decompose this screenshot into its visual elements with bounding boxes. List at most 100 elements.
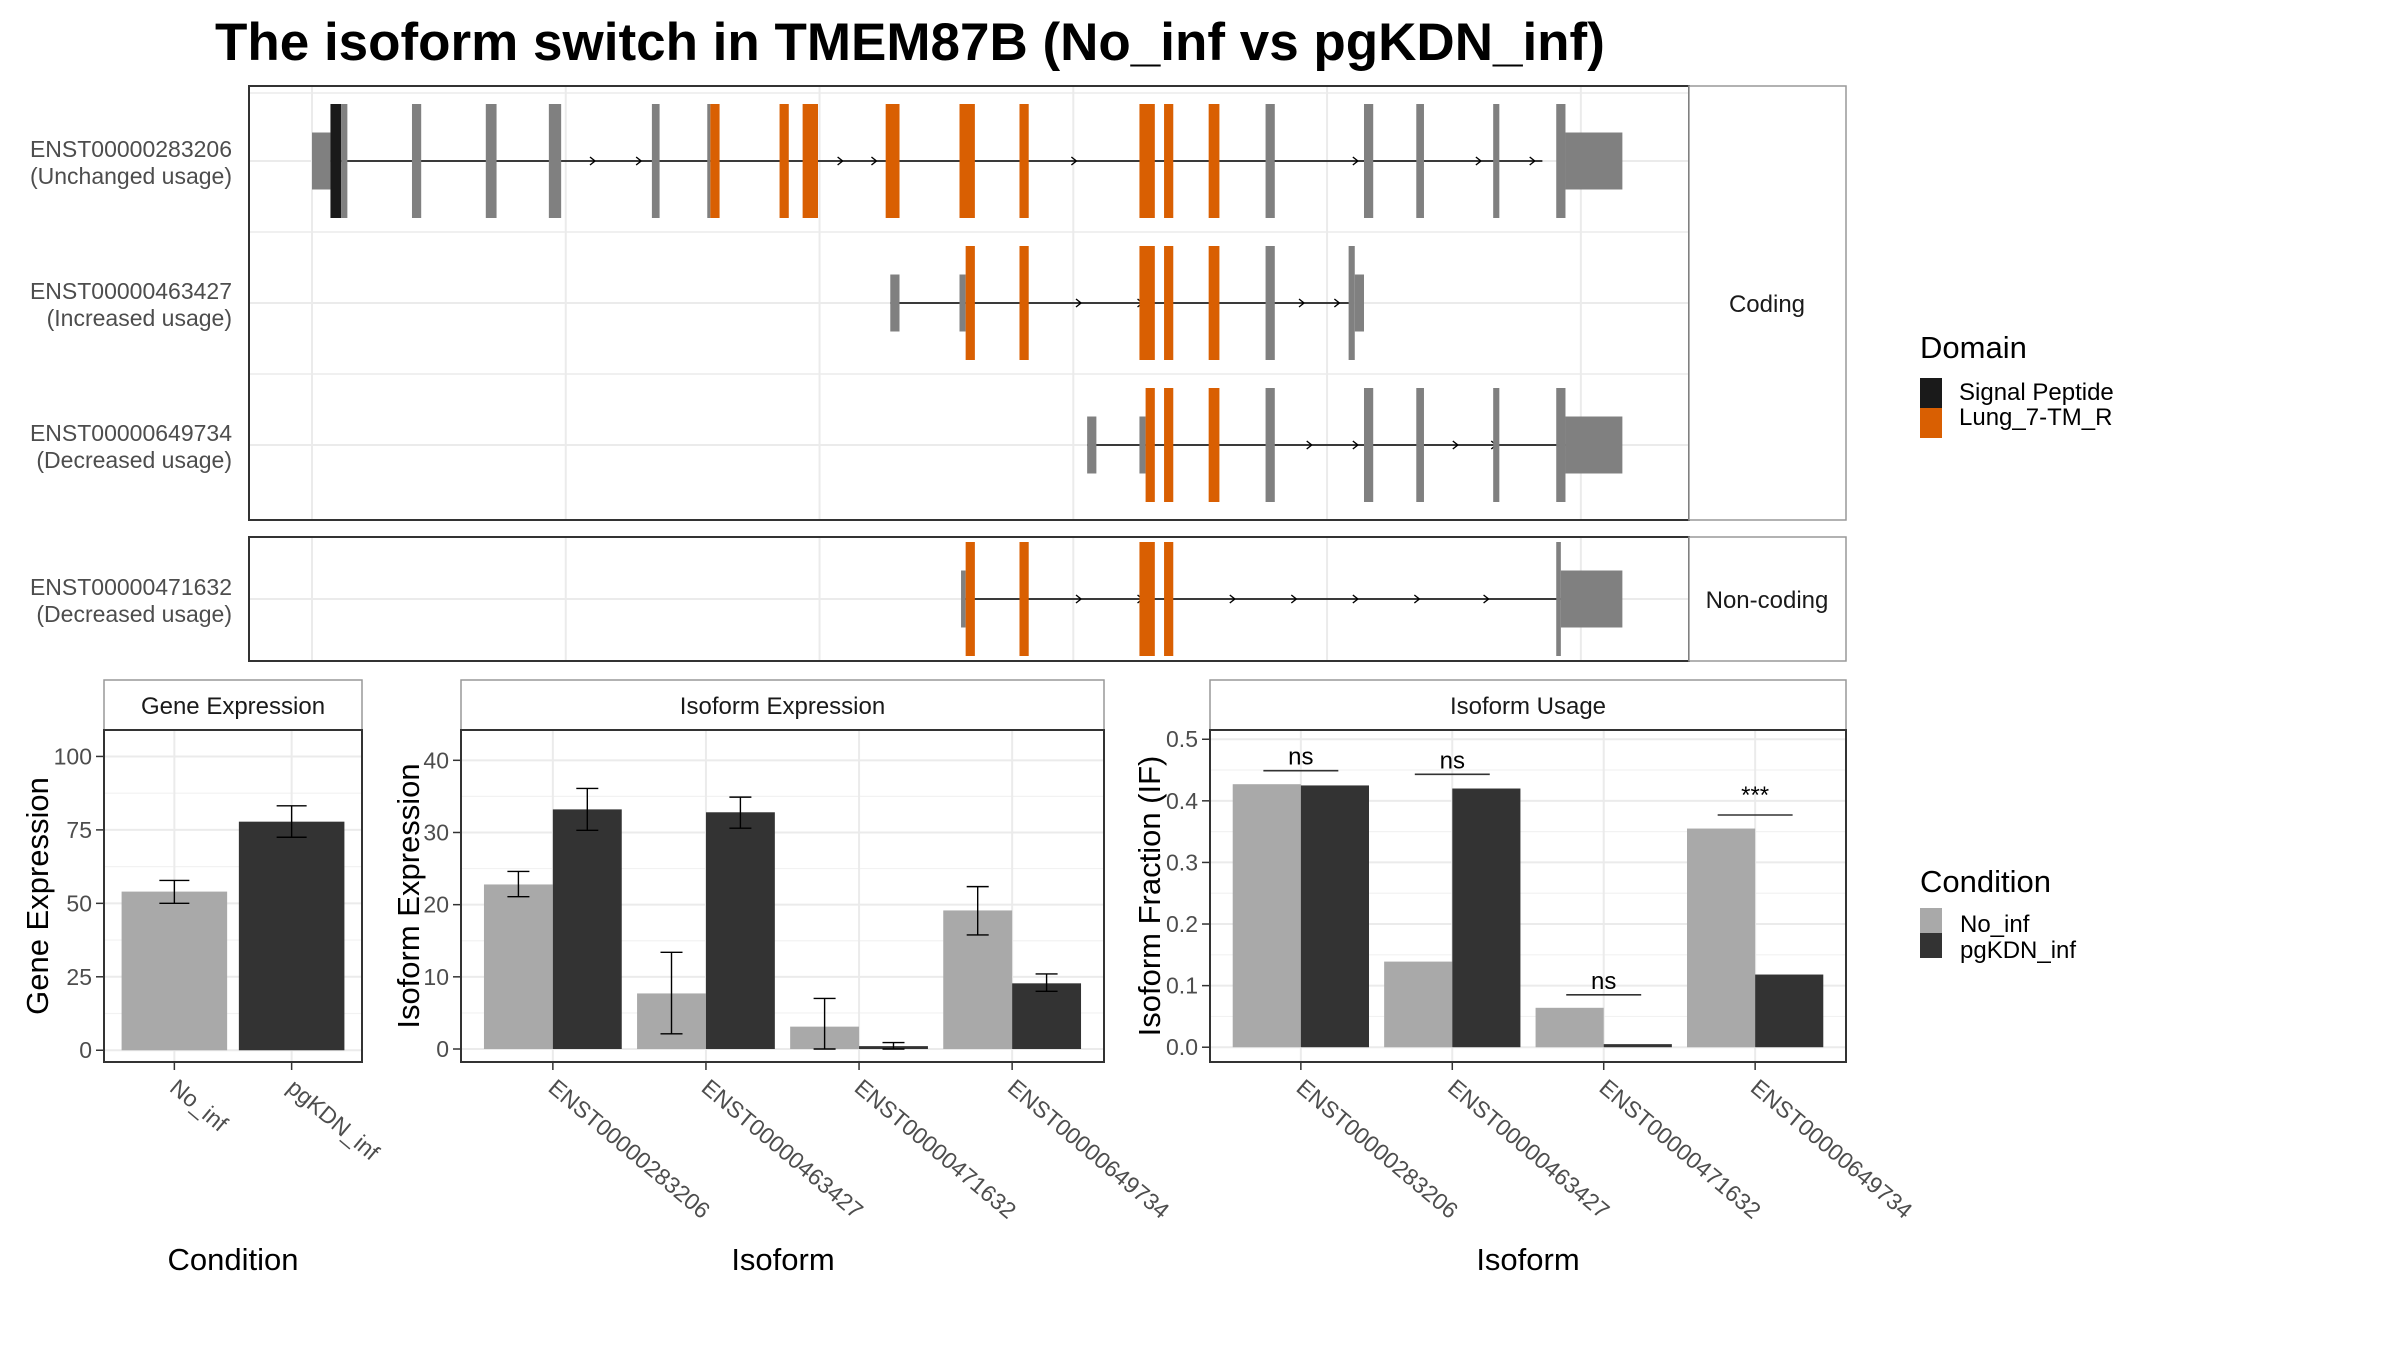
exon — [890, 274, 900, 332]
y-tick-label: 50 — [66, 890, 92, 916]
bar — [552, 809, 622, 1050]
transcript-status-label: (Decreased usage) — [36, 601, 232, 627]
strand-arrow-icon — [1333, 298, 1341, 308]
exon — [1565, 132, 1623, 190]
x-tick-label: ENST00000471632 — [850, 1074, 1022, 1224]
exon — [1493, 104, 1500, 218]
strand-arrow-icon — [1075, 594, 1083, 604]
exon — [548, 104, 562, 218]
transcript-status-label: (Increased usage) — [47, 305, 232, 331]
y-tick-label: 0.0 — [1166, 1034, 1198, 1060]
exon-domain-lung_7tm_r — [959, 104, 975, 218]
exon-domain-lung_7tm_r — [1164, 104, 1174, 218]
bar — [1232, 784, 1301, 1048]
exon-domain-lung_7tm_r — [965, 542, 975, 656]
x-tick-label: ENST00000463427 — [1443, 1074, 1615, 1224]
transcript-id-label: ENST00000283206 — [30, 136, 232, 162]
y-tick-label: 0 — [436, 1036, 449, 1062]
x-tick-label: ENST00000649734 — [1746, 1074, 1918, 1224]
strand-arrow-icon — [1070, 156, 1078, 166]
legend-swatch-no-inf — [1920, 908, 1942, 933]
isoform-usage-chart: Isoform Usage 0.0 0.1 0.2 0.3 0.4 0.5 ENST00000… — [1132, 679, 1918, 1277]
exon — [411, 104, 422, 218]
exon — [1265, 388, 1275, 502]
exon — [1416, 104, 1424, 218]
bar — [238, 821, 345, 1051]
exon-domain-lung_7tm_r — [1139, 246, 1155, 360]
exon-domain-lung_7tm_r — [802, 104, 819, 218]
strip-noncoding — [1688, 536, 1847, 662]
significance-label: ns — [1288, 744, 1313, 771]
facet-strip-title: Gene Expression — [141, 693, 325, 720]
transcript-id-label: ENST00000471632 — [30, 574, 232, 600]
panel-border — [103, 729, 363, 1063]
legend-label-no-inf: No_inf — [1960, 911, 2030, 938]
panel-border — [1209, 729, 1847, 1063]
exon — [1556, 542, 1561, 656]
y-axis-title: Isoform Expression — [391, 763, 426, 1028]
strand-arrow-icon — [1483, 594, 1490, 604]
transcript-id-label: ENST00000649734 — [30, 420, 232, 446]
transcript-row — [250, 542, 1688, 656]
strand-arrow-icon — [1352, 594, 1359, 604]
transcript-panel-coding: Coding — [248, 85, 1847, 521]
y-tick-label: 0.1 — [1166, 973, 1198, 999]
exon-domain-lung_7tm_r — [710, 104, 720, 218]
strand-arrow-icon — [1529, 156, 1536, 166]
exon — [1565, 416, 1623, 474]
transcript-panel-noncoding: Non-coding — [248, 536, 1847, 662]
figure-title: The isoform switch in TMEM87B (No_inf vs… — [215, 13, 1605, 72]
x-tick-label: pgKDN_inf — [282, 1074, 384, 1166]
bar — [1603, 1044, 1672, 1048]
domain-legend-title: Domain — [1920, 330, 2027, 365]
exon-domain-lung_7tm_r — [1019, 104, 1029, 218]
exon — [961, 570, 966, 628]
y-axis-title: Gene Expression — [20, 777, 55, 1015]
exon-domain-lung_7tm_r — [1208, 104, 1220, 218]
legend-label-pgkdn-inf: pgKDN_inf — [1960, 937, 2076, 964]
exon-domain-lung_7tm_r — [1208, 388, 1220, 502]
exon-domain-lung_7tm_r — [1139, 542, 1155, 656]
exon — [1493, 388, 1500, 502]
y-tick-label: 75 — [66, 817, 92, 843]
x-tick-label: ENST00000283206 — [1292, 1074, 1464, 1224]
exon — [1087, 416, 1097, 474]
y-axis-title: Isoform Fraction (IF) — [1132, 756, 1167, 1037]
bar — [1755, 974, 1824, 1048]
y-tick-label: 30 — [423, 819, 449, 845]
exon — [651, 104, 660, 218]
transcript-row — [250, 388, 1688, 502]
exon — [1354, 274, 1364, 332]
facet-strip — [103, 679, 363, 731]
exon — [1265, 246, 1275, 360]
bar — [1452, 788, 1521, 1048]
strand-arrow-icon — [1075, 298, 1083, 308]
exon-domain-lung_7tm_r — [1145, 388, 1155, 502]
legend-swatch-lung-7tm-r — [1920, 408, 1942, 438]
exon-domain-lung_7tm_r — [1019, 542, 1029, 656]
condition-legend: Condition No_inf pgKDN_inf — [1920, 864, 2076, 964]
transcript-id-label: ENST00000463427 — [30, 278, 232, 304]
exon — [341, 104, 348, 218]
exon — [312, 132, 331, 190]
exon-domain-lung_7tm_r — [1208, 246, 1220, 360]
x-axis-title: Condition — [168, 1242, 299, 1277]
bar — [1300, 785, 1369, 1048]
bar — [705, 812, 775, 1050]
exon — [707, 104, 711, 218]
x-tick-label: ENST00000463427 — [697, 1074, 869, 1224]
y-tick-label: 10 — [423, 964, 449, 990]
exon-domain-lung_7tm_r — [779, 104, 789, 218]
strand-arrow-icon — [1306, 440, 1313, 450]
y-tick-label: 40 — [423, 747, 449, 773]
y-tick-label: 0.3 — [1166, 849, 1198, 875]
exon — [1556, 104, 1566, 218]
gene-expression-chart: Gene Expression 0 25 50 75 100 No_inf pgKDN_inf… — [20, 679, 385, 1277]
isoform-expression-chart: Isoform Expression 0 10 20 30 40 ENST000002832… — [391, 679, 1175, 1277]
facet-strip-title: Isoform Usage — [1450, 693, 1606, 720]
strand-arrow-icon — [1352, 440, 1359, 450]
y-tick-label: 0.2 — [1166, 911, 1198, 937]
transcript-row — [250, 246, 1688, 360]
x-tick-label: No_inf — [165, 1074, 233, 1137]
